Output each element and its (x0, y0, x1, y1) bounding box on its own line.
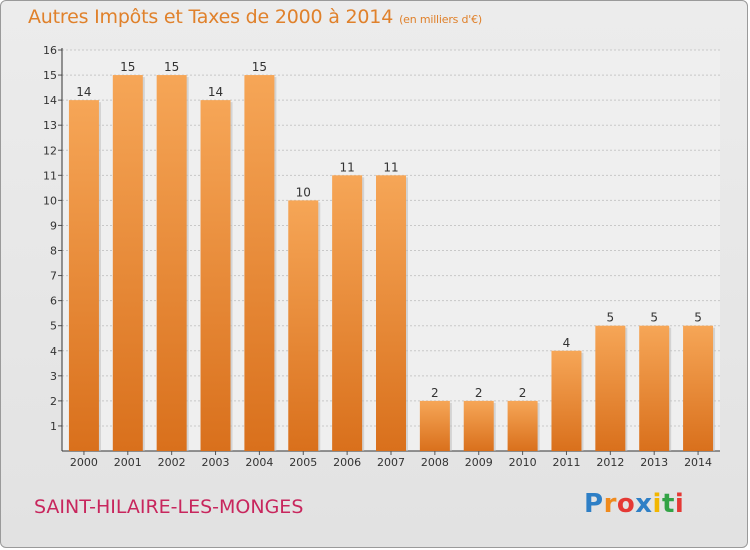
bar-value-label: 4 (563, 336, 571, 350)
y-tick-label: 9 (50, 219, 57, 232)
proxiti-logo: Proxiti (584, 489, 684, 519)
bar (639, 325, 670, 451)
bar-value-label: 2 (475, 386, 483, 400)
x-tick-label: 2003 (202, 456, 230, 469)
bar-value-label: 5 (650, 311, 658, 325)
y-tick-label: 7 (50, 270, 57, 283)
logo-letter: t (661, 489, 675, 519)
y-tick-label: 8 (50, 245, 57, 258)
chart-unit: (en milliers d'€) (399, 13, 482, 26)
logo-letter: i (652, 489, 662, 519)
bar-value-label: 11 (339, 160, 354, 174)
x-tick-label: 2014 (684, 456, 712, 469)
bar-value-label: 15 (164, 60, 179, 74)
bar (463, 400, 494, 451)
bar (507, 400, 538, 451)
logo-letter: P (584, 489, 604, 519)
chart-title: Autres Impôts et Taxes de 2000 à 2014 (en… (28, 6, 482, 28)
chart-title-text: Autres Impôts et Taxes de 2000 à 2014 (28, 6, 394, 28)
bar (112, 75, 143, 451)
bar (68, 100, 99, 451)
bar (288, 200, 319, 451)
x-tick-label: 2004 (245, 456, 273, 469)
y-tick-label: 13 (43, 119, 57, 132)
x-tick-label: 2006 (333, 456, 361, 469)
bar-value-label: 11 (383, 160, 398, 174)
bar (595, 325, 626, 451)
y-tick-label: 5 (50, 320, 57, 333)
bar-value-label: 15 (252, 60, 267, 74)
bar-value-label: 14 (208, 85, 223, 99)
bar-value-label: 15 (120, 60, 135, 74)
y-tick-label: 11 (43, 169, 57, 182)
x-tick-label: 2010 (509, 456, 537, 469)
x-tick-label: 2000 (70, 456, 98, 469)
x-tick-label: 2005 (289, 456, 317, 469)
y-tick-label: 12 (43, 144, 57, 157)
logo-letter: o (616, 489, 636, 519)
y-tick-label: 15 (43, 69, 57, 82)
bar-value-label: 5 (694, 311, 702, 325)
logo-letter: i (674, 489, 685, 519)
commune-name: SAINT-HILAIRE-LES-MONGES (34, 496, 304, 518)
bar (376, 175, 406, 451)
x-tick-label: 2007 (377, 456, 405, 469)
x-tick-label: 2009 (465, 456, 493, 469)
x-tick-label: 2002 (158, 456, 186, 469)
bar (683, 325, 714, 451)
y-tick-label: 1 (50, 420, 57, 433)
bar (419, 400, 450, 451)
x-tick-label: 2012 (596, 456, 624, 469)
bar (551, 350, 582, 451)
bar-value-label: 2 (431, 386, 439, 400)
x-tick-label: 2008 (421, 456, 449, 469)
y-tick-label: 16 (43, 44, 57, 57)
bar-value-label: 10 (296, 185, 311, 199)
logo-letter: r (603, 489, 617, 519)
y-tick-label: 14 (43, 94, 57, 107)
bar (156, 75, 187, 451)
y-tick-label: 6 (50, 295, 57, 308)
bar-value-label: 14 (76, 85, 91, 99)
bar (200, 100, 231, 451)
bar (332, 175, 363, 451)
bar-value-label: 5 (607, 311, 615, 325)
bar-value-label: 2 (519, 386, 527, 400)
x-tick-label: 2013 (640, 456, 668, 469)
bar (244, 75, 275, 451)
y-tick-label: 2 (50, 395, 57, 408)
y-tick-label: 10 (43, 194, 57, 207)
x-tick-label: 2001 (114, 456, 142, 469)
x-tick-label: 2011 (552, 456, 580, 469)
y-tick-label: 3 (50, 370, 57, 383)
y-tick-label: 4 (50, 345, 57, 358)
logo-letter: x (635, 489, 653, 519)
